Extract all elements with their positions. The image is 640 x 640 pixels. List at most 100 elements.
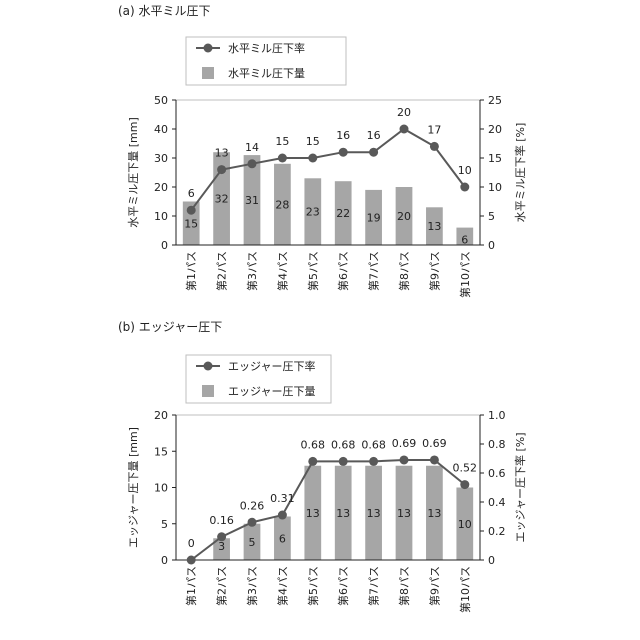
panel-a-rate-value-label: 16: [336, 129, 350, 142]
panel-a-rate-point: [187, 206, 196, 215]
panel-a-legend-bar-icon: [202, 67, 214, 79]
panel-b-right-tick-label: 0.8: [488, 438, 506, 451]
panel-a-x-tick-label: 第2パス: [215, 251, 229, 291]
panel-b-bar-value-label: 13: [367, 507, 381, 520]
panel-a-y2-axis-title: 水平ミル圧下率 [%]: [513, 123, 527, 223]
panel-b-rate-value-label: 0.16: [209, 514, 234, 527]
panel-a-x-tick-label: 第5パス: [306, 251, 320, 291]
panel-b-rate-value-label: 0.68: [301, 438, 326, 451]
panel-a-right-tick-label: 10: [488, 181, 502, 194]
panel-a-rate-point: [400, 125, 409, 134]
panel-a-x-tick-label: 第4パス: [275, 251, 289, 291]
panel-a-right-tick-label: 20: [488, 123, 502, 136]
panel-b-legend-marker-icon: [204, 362, 213, 371]
panel-b-legend-line-label: エッジャー圧下率: [228, 359, 315, 373]
panel-a-bar-value-label: 28: [275, 198, 289, 211]
panel-b-rate-value-label: 0.68: [331, 438, 356, 451]
panel-b-left-tick-label: 20: [154, 409, 168, 422]
panel-a-x-tick-label: 第9パス: [427, 251, 441, 291]
panel-b-rate-point: [308, 457, 317, 466]
panel-b-right-tick-label: 0.2: [488, 525, 506, 538]
panel-a-x-tick-label: 第7パス: [367, 251, 381, 291]
panel-a-bar-value-label: 32: [215, 193, 229, 206]
panel-b-x-tick-label: 第5パス: [306, 566, 320, 606]
panel-b-x-tick-label: 第7パス: [367, 566, 381, 606]
panel-b-x-tick-label: 第6パス: [336, 566, 350, 606]
panel-b-right-tick-label: 0: [488, 554, 495, 567]
panel-b-rate-point: [400, 455, 409, 464]
panel-b-rate-point: [217, 532, 226, 541]
panel-b-left-tick-label: 0: [161, 554, 168, 567]
panel-b-rate-value-label: 0.52: [453, 462, 478, 475]
panel-b-title: (b) エッジャー圧下: [118, 320, 222, 334]
panel-b-legend-bar-icon: [202, 385, 214, 397]
panel-b-rate-value-label: 0.31: [270, 492, 295, 505]
panel-b-legend-bar-label: エッジャー圧下量: [228, 385, 315, 398]
panel-b-x-tick-label: 第10パス: [458, 566, 472, 613]
panel-a-right-tick-label: 0: [488, 239, 495, 252]
panel-a-legend-bar-label: 水平ミル圧下量: [228, 67, 305, 80]
panel-b-rate-point: [460, 480, 469, 489]
panel-a-rate-value-label: 10: [458, 164, 472, 177]
panel-b-left-tick-label: 15: [154, 445, 168, 458]
panel-a-legend-marker-icon: [204, 44, 213, 53]
panel-a-left-tick-label: 50: [154, 94, 168, 107]
panel-a-rate-value-label: 6: [188, 187, 195, 200]
panel-b-rate-point: [248, 518, 257, 527]
panel-b-right-tick-label: 0.4: [488, 496, 506, 509]
panel-b-x-tick-label: 第4パス: [275, 566, 289, 606]
panel-b-x-tick-label: 第8パス: [397, 566, 411, 606]
panel-b-bar-value-label: 13: [397, 507, 411, 520]
panel-b-x-tick-label: 第3パス: [245, 566, 259, 606]
panel-a-bar-value-label: 22: [336, 207, 350, 220]
panel-a-x-tick-label: 第10パス: [458, 251, 472, 298]
panel-a-rate-value-label: 14: [245, 141, 259, 154]
panel-a-x-tick-label: 第3パス: [245, 251, 259, 291]
panel-b-rate-value-label: 0.26: [240, 499, 265, 512]
panel-a-left-tick-label: 10: [154, 210, 168, 223]
panel-a-rate-value-label: 15: [275, 135, 289, 148]
panel-a-bar-value-label: 19: [367, 211, 381, 224]
panel-a-y-axis-title: 水平ミル圧下量 [mm]: [127, 117, 140, 228]
panel-a-rate-value-label: 15: [306, 135, 320, 148]
panel-b-right-tick-label: 1.0: [488, 409, 506, 422]
panel-a-rate-point: [339, 148, 348, 157]
panel-b-rate-point: [278, 511, 287, 520]
panel-a-right-tick-label: 15: [488, 152, 502, 165]
panel-a-legend-line-label: 水平ミル圧下率: [228, 41, 305, 55]
panel-b-bar-value-label: 5: [249, 536, 256, 549]
panel-a-rate-value-label: 16: [367, 129, 381, 142]
panel-a-bar-value-label: 15: [184, 217, 198, 230]
panel-a-x-tick-label: 第1パス: [184, 251, 198, 291]
panel-a-bar-value-label: 13: [427, 220, 441, 233]
panel-b-bar-value-label: 3: [218, 540, 225, 553]
panel-a-rate-point: [460, 183, 469, 192]
panel-a-rate-point: [248, 159, 257, 168]
panel-b-left-tick-label: 5: [161, 518, 168, 531]
panel-b-rate-value-label: 0.69: [422, 437, 447, 450]
panel-a-rate-point: [217, 165, 226, 174]
panel-b-right-tick-label: 0.6: [488, 467, 506, 480]
panel-a-rate-value-label: 17: [427, 123, 441, 136]
panel-b-y-axis-title: エッジャー圧下量 [mm]: [127, 427, 140, 548]
panel-a-rate-point: [278, 154, 287, 163]
panel-a-right-tick-label: 5: [488, 210, 495, 223]
panel-b-bar-value-label: 10: [458, 518, 472, 531]
panel-a-left-tick-label: 0: [161, 239, 168, 252]
panel-b-left-tick-label: 10: [154, 482, 168, 495]
panel-a-rate-value-label: 20: [397, 106, 411, 119]
panel-b-rate-value-label: 0: [188, 537, 195, 550]
panel-a-left-tick-label: 20: [154, 181, 168, 194]
panel-a-bar-value-label: 31: [245, 194, 259, 207]
panel-b-rate-point: [369, 457, 378, 466]
panel-b-bar-value-label: 13: [427, 507, 441, 520]
panel-b-bar-value-label: 6: [279, 532, 286, 545]
panel-b-x-tick-label: 第9パス: [427, 566, 441, 606]
panel-b-rate-value-label: 0.68: [361, 438, 386, 451]
panel-a-rate-value-label: 13: [215, 147, 229, 160]
panel-a-left-tick-label: 30: [154, 152, 168, 165]
panel-a-rate-point: [308, 154, 317, 163]
panel-a-x-tick-label: 第6パス: [336, 251, 350, 291]
panel-a-right-tick-label: 25: [488, 94, 502, 107]
